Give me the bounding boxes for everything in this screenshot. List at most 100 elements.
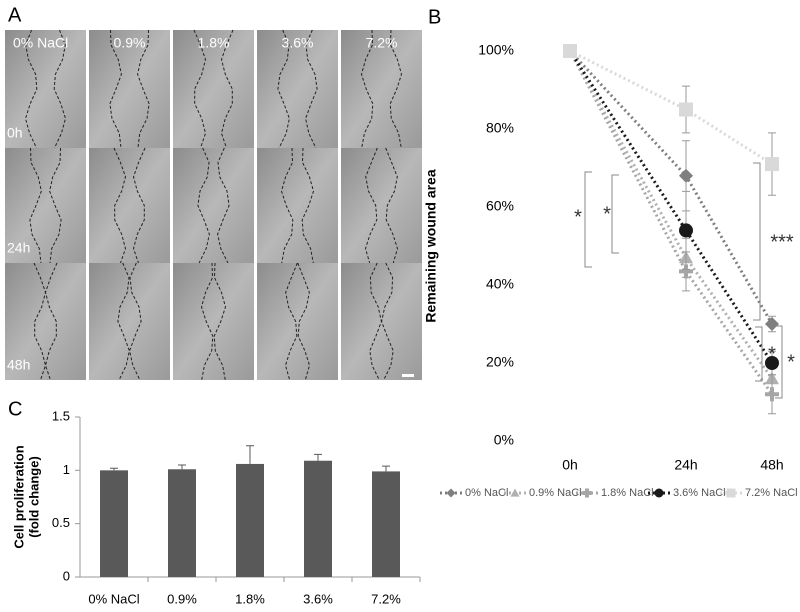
bar — [236, 463, 264, 577]
wound-edge — [129, 262, 142, 381]
significance-bracket — [753, 162, 761, 321]
panel-label: A — [8, 4, 22, 26]
bar — [304, 460, 332, 577]
bar — [372, 471, 400, 577]
micrograph — [173, 148, 254, 263]
wound-edge — [137, 29, 150, 149]
x-tick-label: 0.9% — [167, 591, 197, 606]
y-tick-label: 1 — [63, 462, 70, 477]
y-tick-label: 60% — [486, 198, 514, 214]
significance-label: * — [603, 203, 611, 225]
wound-edge — [53, 29, 67, 149]
panel-label: C — [8, 398, 22, 420]
x-tick-label: 1.8% — [235, 591, 265, 606]
legend-label: 1.8% NaCl — [601, 487, 654, 499]
wound-edge — [217, 147, 230, 264]
marker — [510, 488, 520, 497]
marker — [679, 223, 693, 238]
marker — [726, 488, 736, 498]
row-label: 0h — [7, 125, 23, 141]
significance-label: * — [574, 206, 582, 228]
marker — [446, 488, 456, 498]
significance-label: * — [787, 351, 795, 373]
wound-edge — [113, 147, 127, 264]
column-label: 1.8% — [198, 35, 230, 51]
column-label: 3.6% — [282, 35, 314, 51]
wound-edge — [109, 29, 122, 149]
error-bar — [382, 465, 390, 472]
column-label: 0% NaCl — [13, 35, 68, 51]
marker — [679, 264, 693, 279]
significance-label: *** — [770, 231, 794, 253]
micrograph — [173, 30, 254, 148]
micrograph-panel: A 0% NaCl 0.9% 1.8% 3.6% 7.2% 0h 24h 48h — [5, 4, 422, 381]
row-label: 48h — [7, 357, 30, 373]
wound-edge — [297, 262, 311, 381]
x-tick-label: 0h — [562, 457, 578, 473]
wound-edge — [277, 29, 290, 149]
bar — [100, 470, 128, 577]
wound-edge — [44, 262, 58, 381]
legend-label: 7.2% NaCl — [745, 487, 798, 499]
y-tick-label: 0.5 — [52, 515, 70, 530]
y-tick-label: 100% — [478, 42, 514, 58]
y-tick-label: 0% — [494, 432, 514, 448]
micrograph — [341, 30, 422, 148]
scale-bar — [402, 374, 414, 377]
error-bar — [246, 445, 254, 464]
error-bar — [178, 464, 186, 470]
y-tick-label: 80% — [486, 120, 514, 136]
panel-label: B — [428, 6, 441, 28]
wound-edge — [360, 29, 374, 149]
wound-edge — [284, 262, 298, 381]
y-axis-label: Remaining wound area — [423, 169, 439, 322]
wound-edge — [213, 262, 227, 381]
legend-label: 0% NaCl — [465, 487, 508, 499]
wound-edge — [117, 262, 130, 381]
micrograph — [89, 263, 170, 380]
y-tick-label: 20% — [486, 354, 514, 370]
wound-edge — [364, 147, 378, 264]
column-label: 7.2% — [366, 35, 398, 51]
micrograph — [257, 30, 338, 148]
wound-edge — [220, 29, 234, 149]
marker — [765, 356, 779, 370]
wound-edge — [49, 147, 62, 264]
marker — [654, 488, 664, 498]
series-line — [568, 49, 774, 325]
marker — [582, 488, 592, 498]
wound-edge — [385, 147, 399, 264]
y-tick-label: 40% — [486, 276, 514, 292]
marker — [679, 168, 693, 183]
x-tick-label: 3.6% — [303, 591, 333, 606]
y-tick-label: 1.5 — [52, 408, 70, 423]
series-line — [569, 49, 773, 166]
x-tick-label: 7.2% — [371, 591, 401, 606]
wound-edge — [381, 262, 394, 381]
marker — [765, 157, 779, 172]
wound-edge — [200, 262, 214, 381]
micrograph — [5, 148, 86, 263]
micrograph — [257, 263, 338, 380]
x-tick-label: 24h — [674, 457, 697, 473]
row-label: 24h — [7, 240, 30, 256]
wound-edge — [29, 147, 42, 264]
significance-bracket — [755, 326, 763, 382]
micrograph — [89, 148, 170, 263]
bar — [168, 469, 196, 577]
wound-edge — [193, 29, 207, 149]
significance-bracket — [775, 325, 783, 399]
legend-label: 3.6% NaCl — [673, 487, 726, 499]
wound-edge — [389, 29, 403, 149]
wound-edge — [301, 147, 315, 264]
wound-edge — [132, 147, 146, 264]
error-bar — [110, 467, 118, 471]
micrograph — [257, 148, 338, 263]
error-bar — [314, 453, 322, 461]
wound-edge — [33, 262, 47, 381]
series-line — [568, 50, 774, 380]
wound-edge — [305, 29, 318, 149]
micrograph — [5, 30, 86, 148]
column-label: 0.9% — [114, 35, 146, 51]
